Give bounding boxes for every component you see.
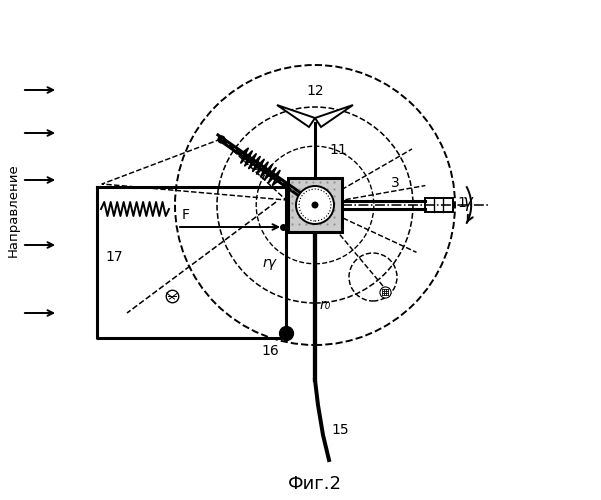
Text: γ: γ xyxy=(463,193,473,211)
Bar xyxy=(425,198,453,212)
Text: 3: 3 xyxy=(251,158,260,172)
Text: rγ: rγ xyxy=(263,256,277,270)
Text: Направление: Направление xyxy=(7,163,19,257)
Polygon shape xyxy=(315,105,353,127)
Text: F: F xyxy=(182,208,190,222)
Circle shape xyxy=(296,186,334,224)
Text: 17: 17 xyxy=(105,250,123,264)
Polygon shape xyxy=(277,105,315,127)
Text: 3: 3 xyxy=(391,176,400,190)
Text: r₀: r₀ xyxy=(320,298,331,312)
Bar xyxy=(288,178,342,232)
Text: 16: 16 xyxy=(261,344,279,358)
Text: 1: 1 xyxy=(457,196,466,210)
Text: Фиг.2: Фиг.2 xyxy=(288,475,342,493)
Circle shape xyxy=(311,202,319,208)
Text: 11: 11 xyxy=(329,143,347,157)
Text: 15: 15 xyxy=(331,423,349,437)
Text: 12: 12 xyxy=(306,84,324,98)
